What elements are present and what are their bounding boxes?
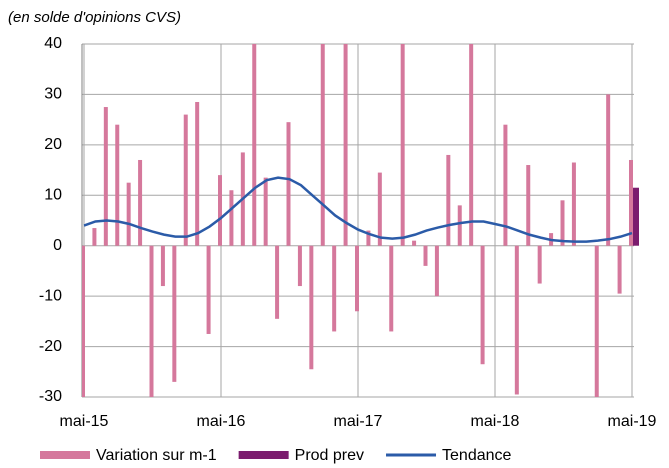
bar — [389, 245, 394, 332]
y-tick-label: 0 — [53, 237, 62, 254]
bar — [457, 205, 462, 246]
bar — [115, 124, 120, 246]
bar — [126, 182, 131, 246]
bar — [160, 245, 165, 287]
bar — [252, 44, 257, 246]
legend-label: Variation sur m-1 — [96, 447, 217, 464]
y-tick-label: -10 — [39, 287, 62, 304]
y-tick-label: 10 — [44, 187, 62, 204]
bar — [275, 245, 280, 319]
bar — [617, 245, 622, 294]
y-tick-label: 30 — [44, 86, 62, 103]
bar — [400, 44, 405, 246]
bar — [434, 245, 439, 297]
bar — [218, 175, 222, 246]
x-tick-label: mai-16 — [197, 413, 246, 430]
bar — [309, 245, 314, 370]
x-tick-label: mai-17 — [334, 413, 383, 430]
bar — [594, 245, 599, 397]
bar — [633, 187, 639, 246]
x-tick-label: mai-18 — [471, 413, 520, 430]
bar — [138, 159, 143, 246]
bar — [629, 159, 633, 246]
bar — [537, 245, 542, 284]
bar — [377, 172, 382, 246]
y-tick-label: 20 — [44, 136, 62, 153]
legend-swatch — [40, 451, 90, 459]
legend-swatch — [238, 451, 289, 459]
bar — [343, 44, 348, 246]
bar — [446, 154, 451, 246]
bar — [332, 245, 337, 332]
bar — [469, 44, 474, 246]
bar — [172, 245, 177, 382]
bar — [412, 240, 417, 246]
bar — [480, 245, 485, 365]
legend-label: Tendance — [442, 447, 511, 464]
bar — [571, 162, 576, 246]
bar — [297, 245, 302, 287]
bar — [103, 107, 108, 246]
x-tick-label: mai-15 — [60, 413, 109, 430]
bar — [514, 245, 519, 395]
x-tick-label: mai-19 — [608, 413, 657, 430]
bar — [229, 190, 234, 246]
bar — [149, 245, 154, 397]
bar — [366, 230, 371, 246]
bar — [320, 44, 325, 246]
bar — [286, 122, 291, 246]
bar — [355, 245, 359, 312]
y-tick-label: 40 — [44, 35, 62, 52]
bar — [560, 200, 565, 246]
bar — [526, 165, 531, 246]
bar — [263, 177, 268, 246]
chart-subtitle: (en solde d'opinions CVS) — [8, 9, 181, 26]
legend-label: Prod prev — [295, 447, 364, 464]
trend-line — [83, 176, 633, 243]
bar — [606, 94, 611, 246]
y-tick-label: -20 — [39, 338, 62, 355]
y-tick-label: -30 — [39, 388, 62, 405]
bar — [92, 228, 97, 246]
bar — [82, 245, 85, 397]
bar — [206, 245, 211, 334]
bar — [503, 124, 508, 246]
bar — [183, 114, 188, 246]
bar — [423, 245, 428, 266]
bar — [195, 101, 200, 246]
